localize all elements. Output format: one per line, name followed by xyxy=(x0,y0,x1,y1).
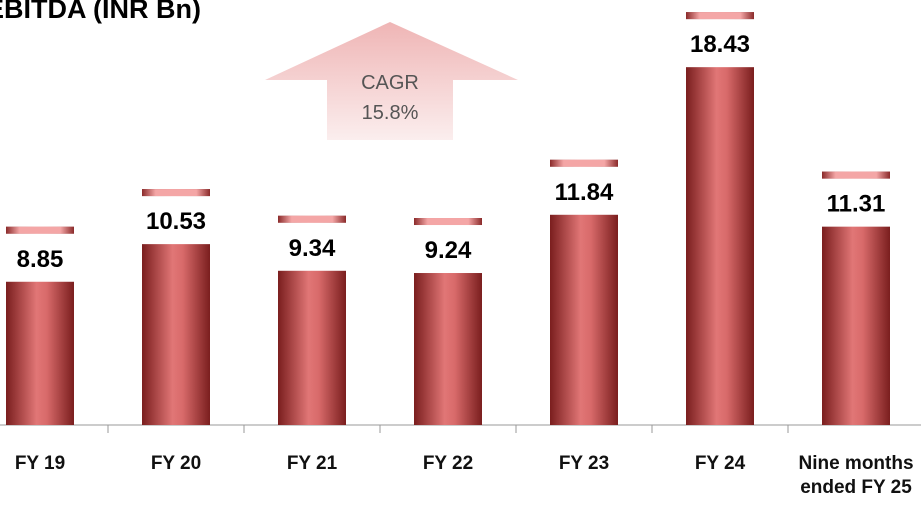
value-label: 11.31 xyxy=(827,191,886,218)
bar-cap xyxy=(278,215,346,223)
value-label: 8.85 xyxy=(17,246,64,273)
bar-cap xyxy=(822,171,890,179)
annotation-label: CAGR xyxy=(361,72,419,94)
x-tick-label: FY 22 xyxy=(422,453,474,474)
value-label: 18.43 xyxy=(690,31,750,58)
x-tick-label: Nine months ended FY 25 xyxy=(798,453,914,498)
label-gap xyxy=(548,166,620,215)
value-label: 9.24 xyxy=(425,237,472,264)
bar-cap xyxy=(142,189,210,197)
x-tick-label: FY 21 xyxy=(286,453,338,474)
bar-cap xyxy=(686,12,754,20)
label-gap xyxy=(684,19,756,68)
bar-cap xyxy=(414,218,482,226)
value-label: 10.53 xyxy=(146,208,206,235)
cagr-arrow xyxy=(265,22,518,140)
x-tick-label: FY 23 xyxy=(558,453,610,474)
x-tick-label: FY 19 xyxy=(14,453,66,474)
bar-cap xyxy=(550,159,618,167)
value-label: 9.34 xyxy=(289,235,336,262)
x-tick-label: FY 20 xyxy=(150,453,202,474)
label-gap xyxy=(412,225,484,274)
x-tick-label: FY 24 xyxy=(694,453,746,474)
chart-title: EBITDA (INR Bn) xyxy=(0,0,201,24)
label-gap xyxy=(276,222,348,271)
label-gap xyxy=(4,233,76,282)
bar xyxy=(686,12,754,426)
annotation-value: 15.8% xyxy=(362,102,419,124)
value-label: 11.84 xyxy=(555,179,614,206)
bar-cap xyxy=(6,226,74,234)
label-gap xyxy=(820,178,892,227)
label-gap xyxy=(140,196,212,245)
